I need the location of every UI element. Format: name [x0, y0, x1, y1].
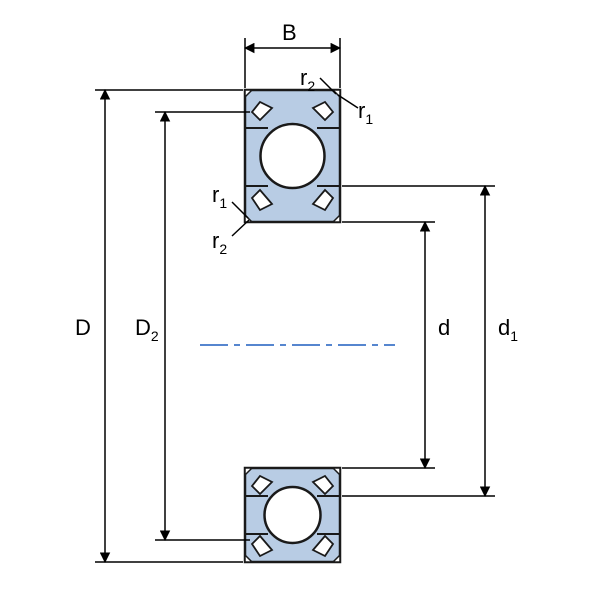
svg-text:r2: r2 — [300, 65, 315, 94]
bearing-top — [245, 90, 340, 222]
dimension-d1: d1 — [342, 186, 518, 496]
bearing-bottom — [245, 468, 340, 562]
label-r2-mid: r2 — [212, 220, 249, 257]
dimension-B: B — [245, 20, 340, 88]
label-r1-top: r1 — [338, 95, 373, 127]
label-r1-mid: r1 — [212, 182, 248, 218]
svg-text:r1: r1 — [212, 182, 227, 211]
label-D: D — [75, 315, 91, 340]
label-D2: D2 — [135, 315, 159, 344]
svg-text:r1: r1 — [358, 98, 373, 127]
bearing-diagram: B D D2 d d1 r2 — [0, 0, 600, 600]
dimension-D: D — [75, 90, 243, 562]
label-d1: d1 — [498, 315, 518, 344]
dimension-D2: D2 — [135, 112, 250, 540]
svg-text:r2: r2 — [212, 228, 227, 257]
label-B: B — [282, 20, 297, 45]
label-d: d — [438, 315, 450, 340]
